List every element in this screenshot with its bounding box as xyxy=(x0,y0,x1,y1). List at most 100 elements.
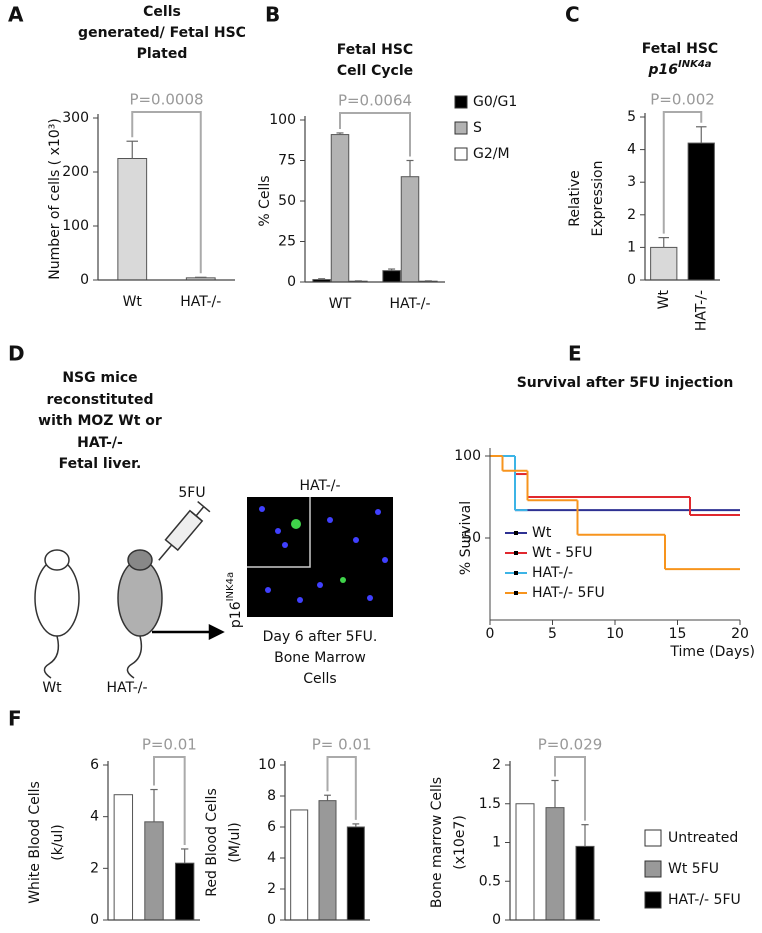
chart-title-line: Cell Cycle xyxy=(337,63,413,79)
bar-chart: 0 2 4 6 White Blood Cells (k/ul) P=0.01 xyxy=(27,736,200,928)
chart-title-line: p16 xyxy=(647,62,678,78)
diagram-title: NSG mice xyxy=(62,370,137,386)
y-axis-label: Red Blood Cells xyxy=(204,788,220,896)
y-tick-label: 0 xyxy=(627,272,636,288)
p-value-annotation: P=0.0064 xyxy=(338,92,412,110)
mouse-wt xyxy=(34,549,80,679)
chart-title: Survival after 5FU injection xyxy=(517,375,734,391)
y-tick-label: 100 xyxy=(269,112,296,128)
x-tick-label: 0 xyxy=(486,626,495,642)
y-tick-label: 0 xyxy=(492,912,501,928)
y-tick-label: 25 xyxy=(278,234,296,250)
y-axis-label: % Cells xyxy=(257,175,273,226)
panel-label: D xyxy=(8,342,25,366)
panel-d: NSG mice reconstituted with MOZ Wt or HA… xyxy=(34,370,393,696)
y-tick-label: 0.5 xyxy=(479,873,501,889)
y-tick-label: 0 xyxy=(90,912,99,928)
y-tick-label: 4 xyxy=(627,142,636,158)
y-axis-label: Expression xyxy=(590,161,606,237)
image-y-label-text: p16 xyxy=(228,601,244,628)
bar xyxy=(400,176,420,283)
diagram-title: Fetal liver. xyxy=(59,456,142,472)
chart-title-line: generated/ Fetal HSC xyxy=(78,25,246,41)
legend-label: S xyxy=(473,120,482,136)
legend-label: G2/M xyxy=(473,146,510,162)
legend-swatch xyxy=(644,891,662,909)
drug-label: 5FU xyxy=(178,485,205,501)
legend-label: Wt xyxy=(532,525,552,541)
x-tick-label: Wt xyxy=(123,294,143,310)
legend-marker xyxy=(514,551,518,555)
significance-bracket xyxy=(662,111,703,234)
legend-label: Wt 5FU xyxy=(668,861,719,877)
legend-label: HAT-/- xyxy=(532,565,573,581)
bar xyxy=(575,845,595,921)
bar xyxy=(117,158,148,281)
legend-marker xyxy=(514,591,518,595)
image-caption: Day 6 after 5FU. xyxy=(263,629,378,645)
y-tick-label: 2 xyxy=(492,757,501,773)
chart-title: Cells generated/ Fetal HSC Plated xyxy=(78,4,246,62)
y-tick-label: 1.5 xyxy=(479,796,501,812)
y-tick-label: 3 xyxy=(627,174,636,190)
legend-swatch xyxy=(454,147,468,161)
y-axis-label: White Blood Cells xyxy=(27,781,43,904)
image-y-label: p16INK4a xyxy=(225,572,244,628)
chart-title-line: Plated xyxy=(137,46,188,62)
bar-chart: 0 0.5 1 1.5 2 Bone marrow Cells (x10e7) P=0.029 xyxy=(429,736,602,929)
x-tick-label: HAT-/- xyxy=(693,290,709,331)
x-axis-label: Time (Days) xyxy=(669,644,755,660)
x-tick-label: WT xyxy=(329,296,352,312)
bar xyxy=(144,821,164,921)
y-tick-label: 6 xyxy=(90,757,99,773)
bar xyxy=(687,142,715,281)
panel-label: A xyxy=(8,3,24,27)
significance-bracket xyxy=(153,756,186,845)
bar xyxy=(330,134,350,283)
x-tick-label: 10 xyxy=(606,626,624,642)
x-tick-label: 20 xyxy=(731,626,749,642)
legend-label: Untreated xyxy=(668,830,738,846)
y-tick-label: 5 xyxy=(627,109,636,125)
bar xyxy=(382,270,401,283)
y-axis-label: Bone marrow Cells xyxy=(429,777,445,908)
y-tick-label: 4 xyxy=(90,809,99,825)
arrow xyxy=(152,623,225,641)
y-tick-label: 8 xyxy=(267,788,276,804)
bar xyxy=(113,794,134,921)
y-tick-label: 10 xyxy=(258,757,276,773)
legend-swatch xyxy=(644,829,662,847)
y-axis-label: (x10e7) xyxy=(452,815,468,870)
panel-label: E xyxy=(568,342,582,366)
bar xyxy=(346,826,365,921)
x-tick-label: 15 xyxy=(669,626,687,642)
y-tick-label: 0 xyxy=(80,272,89,288)
significance-bracket xyxy=(339,112,411,157)
x-tick-label: HAT-/- xyxy=(180,294,221,310)
mouse-label: HAT-/- xyxy=(106,680,147,696)
bar xyxy=(318,800,337,921)
bar xyxy=(290,809,309,921)
legend-marker xyxy=(514,571,518,575)
x-tick-label: 5 xyxy=(548,626,557,642)
legend-label: HAT-/- 5FU xyxy=(532,585,605,601)
y-tick-label: 50 xyxy=(463,530,481,546)
mouse-hat xyxy=(117,549,163,679)
y-tick-label: 0 xyxy=(267,912,276,928)
image-y-label-superscript: INK4a xyxy=(225,572,236,601)
y-tick-label: 50 xyxy=(278,193,296,209)
bar-chart: Wt HAT-/- 0 1 2 3 4 5 Relative Expression Fetal HS… xyxy=(567,41,720,331)
y-axis-label: % Survival xyxy=(458,501,474,575)
microscopy-image xyxy=(247,497,393,617)
chart-title-line: Fetal HSC xyxy=(337,42,413,58)
y-tick-label: 6 xyxy=(267,819,276,835)
chart-title-line: Fetal HSC xyxy=(642,41,718,57)
bar xyxy=(174,862,195,921)
x-tick-label: Wt xyxy=(656,290,672,310)
significance-bracket xyxy=(554,756,586,821)
legend-marker xyxy=(514,531,518,535)
chart-title-line: Cells xyxy=(143,4,181,20)
chart-title-superscript: INK4a xyxy=(678,59,712,70)
